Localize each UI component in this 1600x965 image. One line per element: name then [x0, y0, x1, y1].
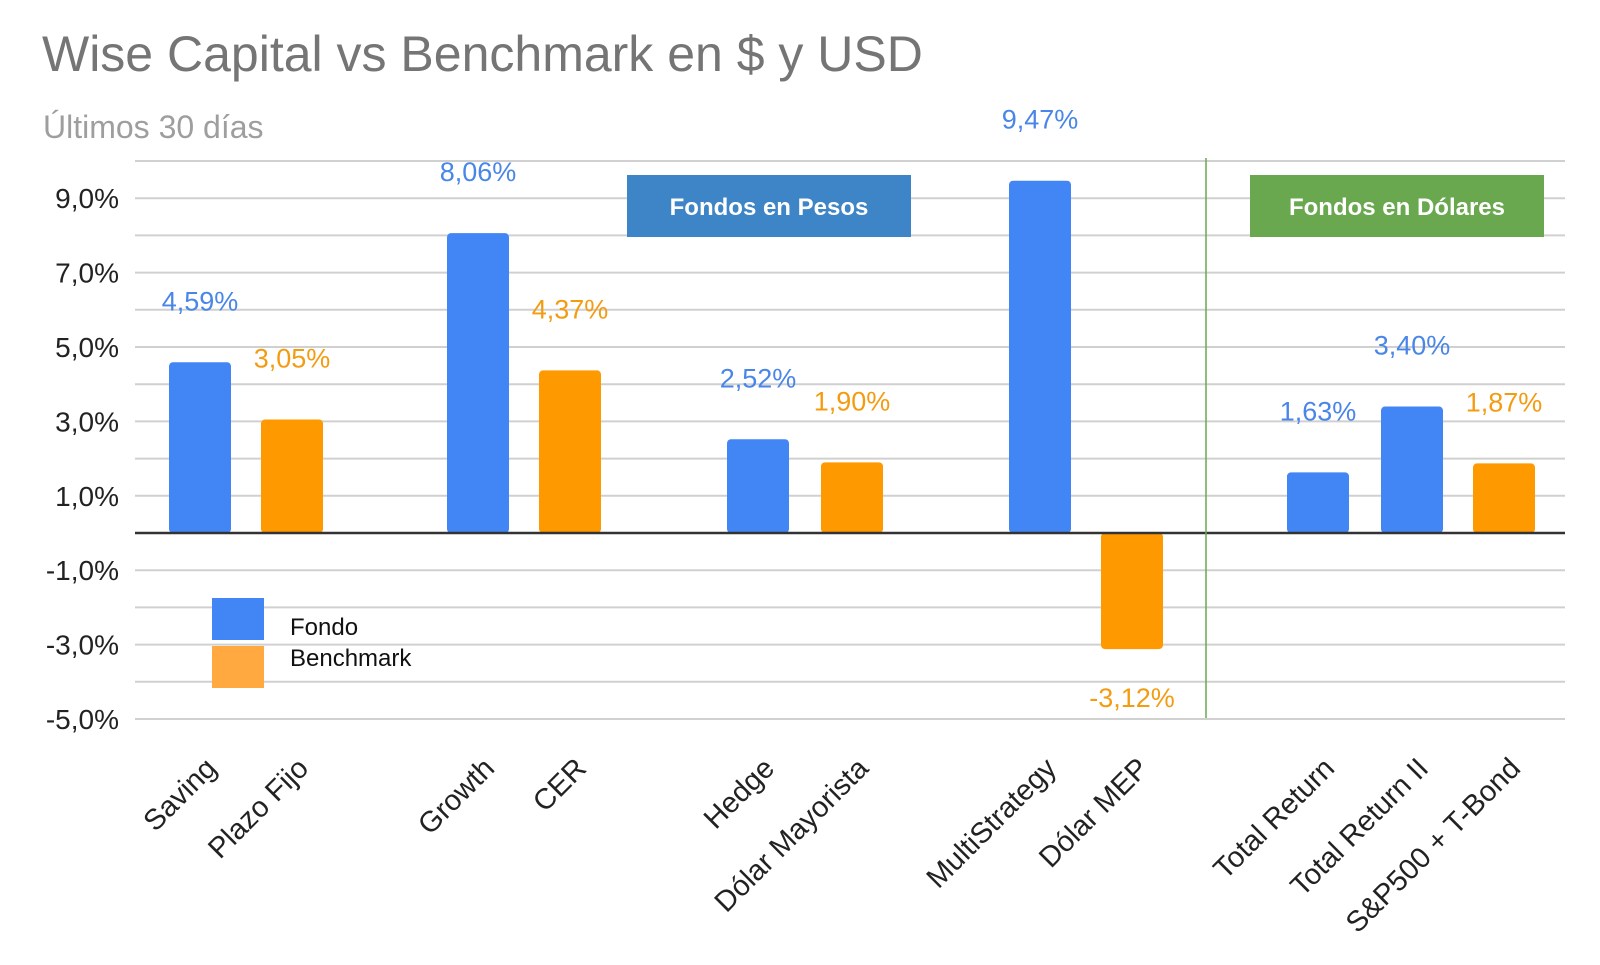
data-label: 9,47% [1002, 105, 1079, 135]
data-label: 4,59% [162, 286, 239, 316]
data-label: 1,87% [1466, 387, 1543, 417]
x-tick-label: MultiStrategy [921, 752, 1064, 895]
bar [169, 362, 231, 533]
bar [1473, 463, 1535, 533]
y-tick-label: -3,0% [46, 630, 119, 661]
legend-label: Fondo [290, 614, 358, 641]
bar [447, 233, 509, 533]
data-label: 8,06% [440, 157, 517, 187]
y-tick-label: -5,0% [46, 704, 119, 735]
bar [1101, 533, 1163, 650]
bar [727, 439, 789, 533]
x-tick-label: Growth [412, 752, 501, 841]
chart-title: Wise Capital vs Benchmark en $ y USD [42, 26, 923, 82]
x-tick-label: S&P500 + T-Bond [1340, 752, 1527, 939]
data-label: 1,63% [1280, 396, 1357, 426]
legend-swatch [212, 646, 264, 688]
y-tick-label: -1,0% [46, 555, 119, 586]
legend-label: Benchmark [290, 645, 412, 672]
bar [1009, 180, 1071, 533]
data-label: 1,90% [814, 386, 891, 416]
annotation-box [627, 175, 911, 237]
x-tick-label: Plazo Fijo [202, 752, 315, 865]
y-tick-label: 3,0% [55, 406, 119, 437]
data-label: 3,40% [1374, 331, 1451, 361]
bar [261, 419, 323, 533]
legend: Fondo Benchmark [212, 598, 412, 688]
bar [539, 370, 601, 533]
legend-swatch [212, 598, 264, 640]
y-tick-label: 5,0% [55, 332, 119, 363]
y-tick-label: 1,0% [55, 481, 119, 512]
x-tick-label: Saving [138, 752, 223, 837]
data-label: -3,12% [1089, 683, 1175, 713]
y-tick-label: 9,0% [55, 183, 119, 214]
x-tick-label: Hedge [698, 752, 781, 835]
annotation-label: Fondos en Dólares [1289, 194, 1505, 221]
bar [1287, 472, 1349, 533]
chart-subtitle: Últimos 30 días [43, 109, 264, 145]
data-label: 2,52% [720, 363, 797, 393]
data-label: 4,37% [532, 294, 609, 324]
annotation-box [1250, 175, 1544, 237]
annotation-label: Fondos en Pesos [670, 194, 869, 221]
bar [1381, 406, 1443, 533]
data-label: 3,05% [254, 344, 331, 374]
bar [821, 462, 883, 533]
annotations: Fondos en Pesos Fondos en Dólares [627, 158, 1544, 718]
y-tick-label: 7,0% [55, 258, 119, 289]
x-tick-label: CER [527, 752, 593, 818]
